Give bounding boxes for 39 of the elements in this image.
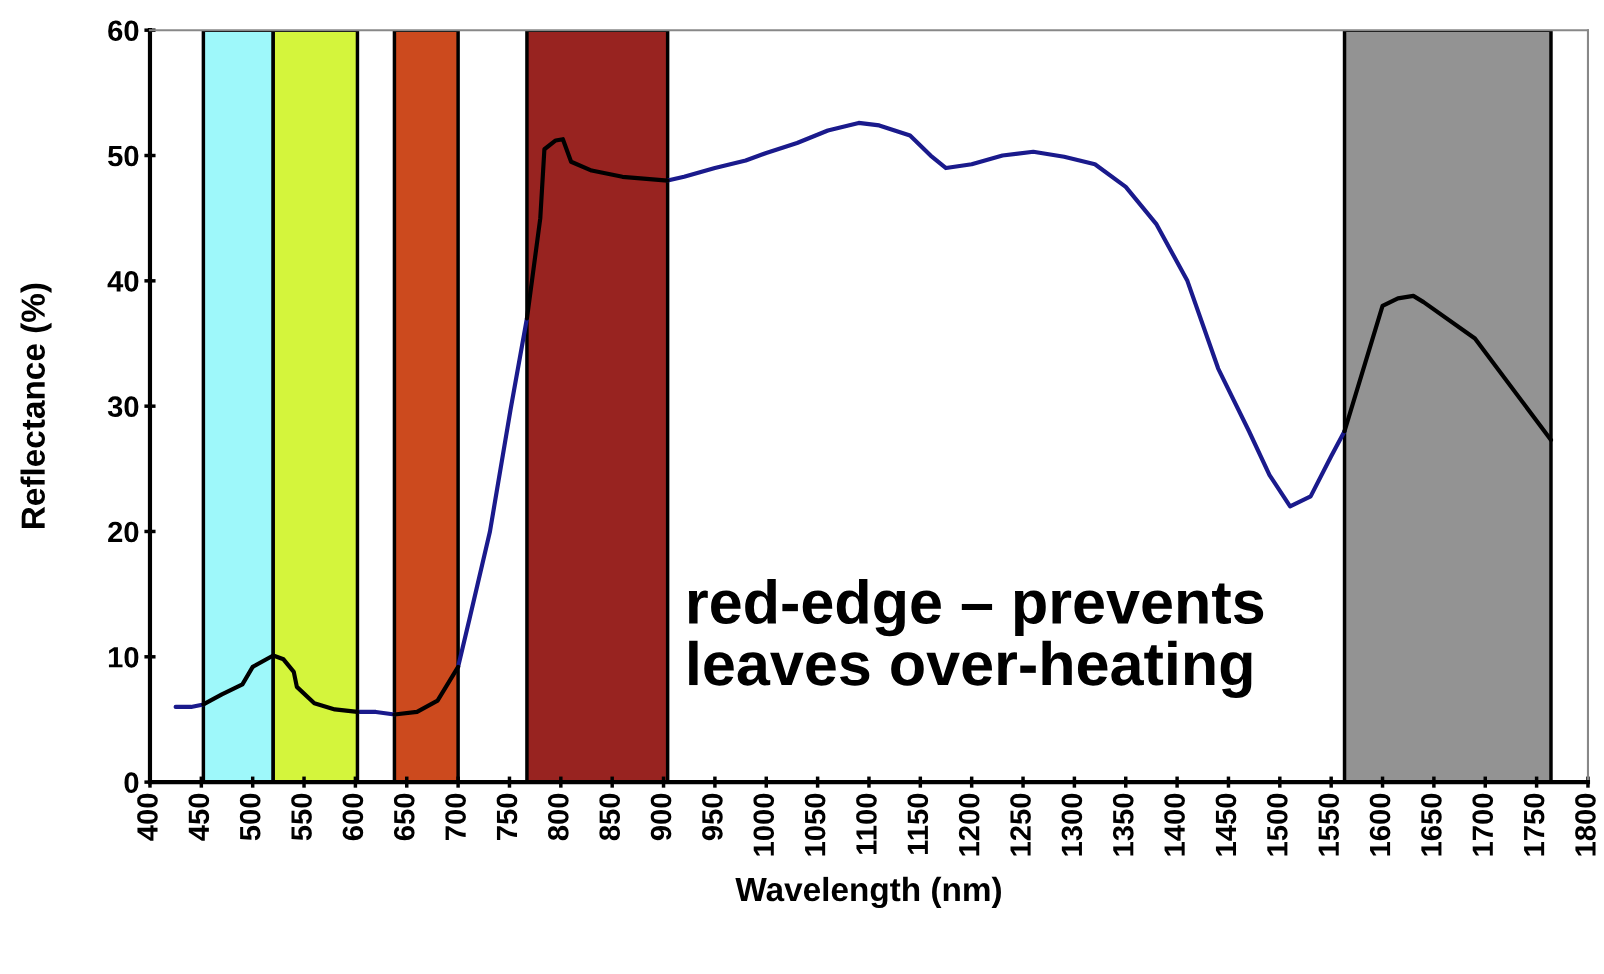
- x-tick-label: 450: [188, 793, 210, 841]
- x-tick-label: 1150: [907, 793, 929, 854]
- x-tick-label: 1750: [1523, 793, 1545, 856]
- y-tick-label: 10: [108, 647, 139, 668]
- x-tick-label: 400: [137, 793, 158, 841]
- x-tick-label: 800: [548, 793, 569, 841]
- x-tick-label: 950: [702, 793, 723, 841]
- x-tick-label: 750: [496, 793, 518, 840]
- x-tick-label: 1500: [1267, 793, 1288, 856]
- x-tick-label: 600: [342, 793, 364, 841]
- x-tick-label: 850: [599, 793, 621, 841]
- x-tick-label: 500: [239, 793, 261, 841]
- x-tick-label: 1050: [804, 793, 826, 856]
- annotation: red-edge – prevents leaves over-heating: [688, 579, 1264, 698]
- x-tick-label: 1300: [1061, 793, 1083, 856]
- y-tick-label: 30: [107, 396, 139, 418]
- x-tick-label: 1600: [1369, 793, 1391, 856]
- y-tick-label: 20: [108, 521, 139, 543]
- y-tick-label: 0: [124, 772, 139, 793]
- x-tick-label: 1000: [753, 793, 775, 856]
- x-axis-title: Wavelength (nm): [735, 876, 1001, 909]
- y-tick-label: 50: [108, 145, 139, 167]
- x-tick-label: 1100: [856, 793, 877, 854]
- x-tick-label: 1650: [1421, 793, 1442, 856]
- y-tick-label: 40: [107, 271, 139, 292]
- x-tick-label: 1350: [1112, 793, 1134, 856]
- x-tick-label: 1400: [1164, 793, 1185, 856]
- x-tick-label: 1550: [1318, 793, 1340, 856]
- x-tick-label: 1200: [958, 793, 980, 856]
- x-tick-label: 1250: [1010, 793, 1031, 856]
- y-tick-label: 60: [108, 20, 139, 42]
- x-tick-label: 1700: [1472, 793, 1494, 856]
- x-tick-label: 1450: [1215, 793, 1237, 856]
- x-tick-label: 700: [445, 793, 466, 840]
- y-axis-title: Reflectance (%): [20, 283, 52, 529]
- x-tick-label: 650: [393, 793, 415, 841]
- x-tick-label: 1800: [1575, 793, 1596, 856]
- x-tick-label: 550: [291, 793, 312, 841]
- x-tick-label: 900: [650, 793, 672, 841]
